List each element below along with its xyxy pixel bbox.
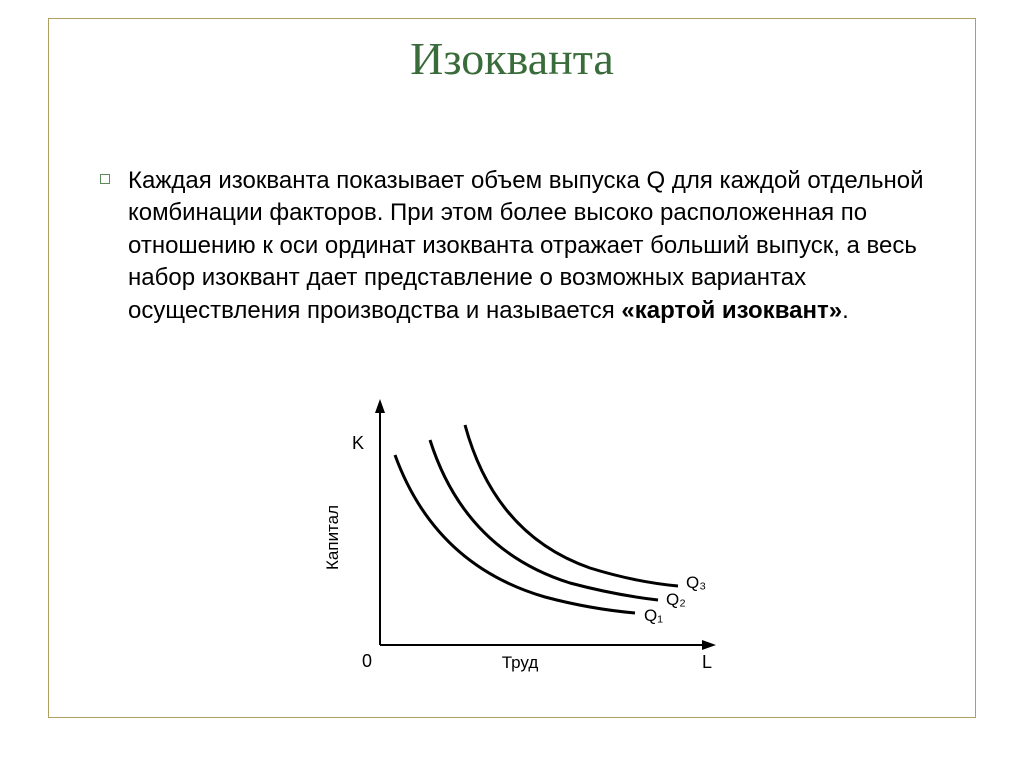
body-text: Каждая изокванта показывает объем выпуск…	[100, 165, 930, 327]
x-axis-letter: L	[702, 652, 712, 672]
paragraph-part-3: .	[842, 297, 849, 324]
chart-svg: K Капитал 0 Труд L Q₁ Q₂ Q₃	[290, 385, 730, 695]
paragraph: Каждая изокванта показывает объем выпуск…	[128, 165, 930, 327]
curve-label-q3: Q₃	[686, 573, 706, 592]
x-axis-arrow	[702, 640, 716, 650]
paragraph-bold: «картой изоквант»	[621, 297, 842, 324]
bullet-icon	[100, 174, 110, 184]
curve-label-q2: Q₂	[666, 590, 686, 609]
x-axis-label: Труд	[502, 653, 539, 672]
origin-label: 0	[362, 651, 372, 671]
isoquant-chart: K Капитал 0 Труд L Q₁ Q₂ Q₃	[290, 385, 730, 695]
y-axis-label: Капитал	[323, 505, 342, 570]
isoquant-curve-q3	[465, 425, 678, 586]
y-axis-arrow	[375, 399, 385, 413]
bullet-item: Каждая изокванта показывает объем выпуск…	[100, 165, 930, 327]
curve-label-q1: Q₁	[644, 606, 663, 625]
slide-title: Изокванта	[0, 32, 1024, 85]
y-axis-letter: K	[352, 433, 364, 453]
